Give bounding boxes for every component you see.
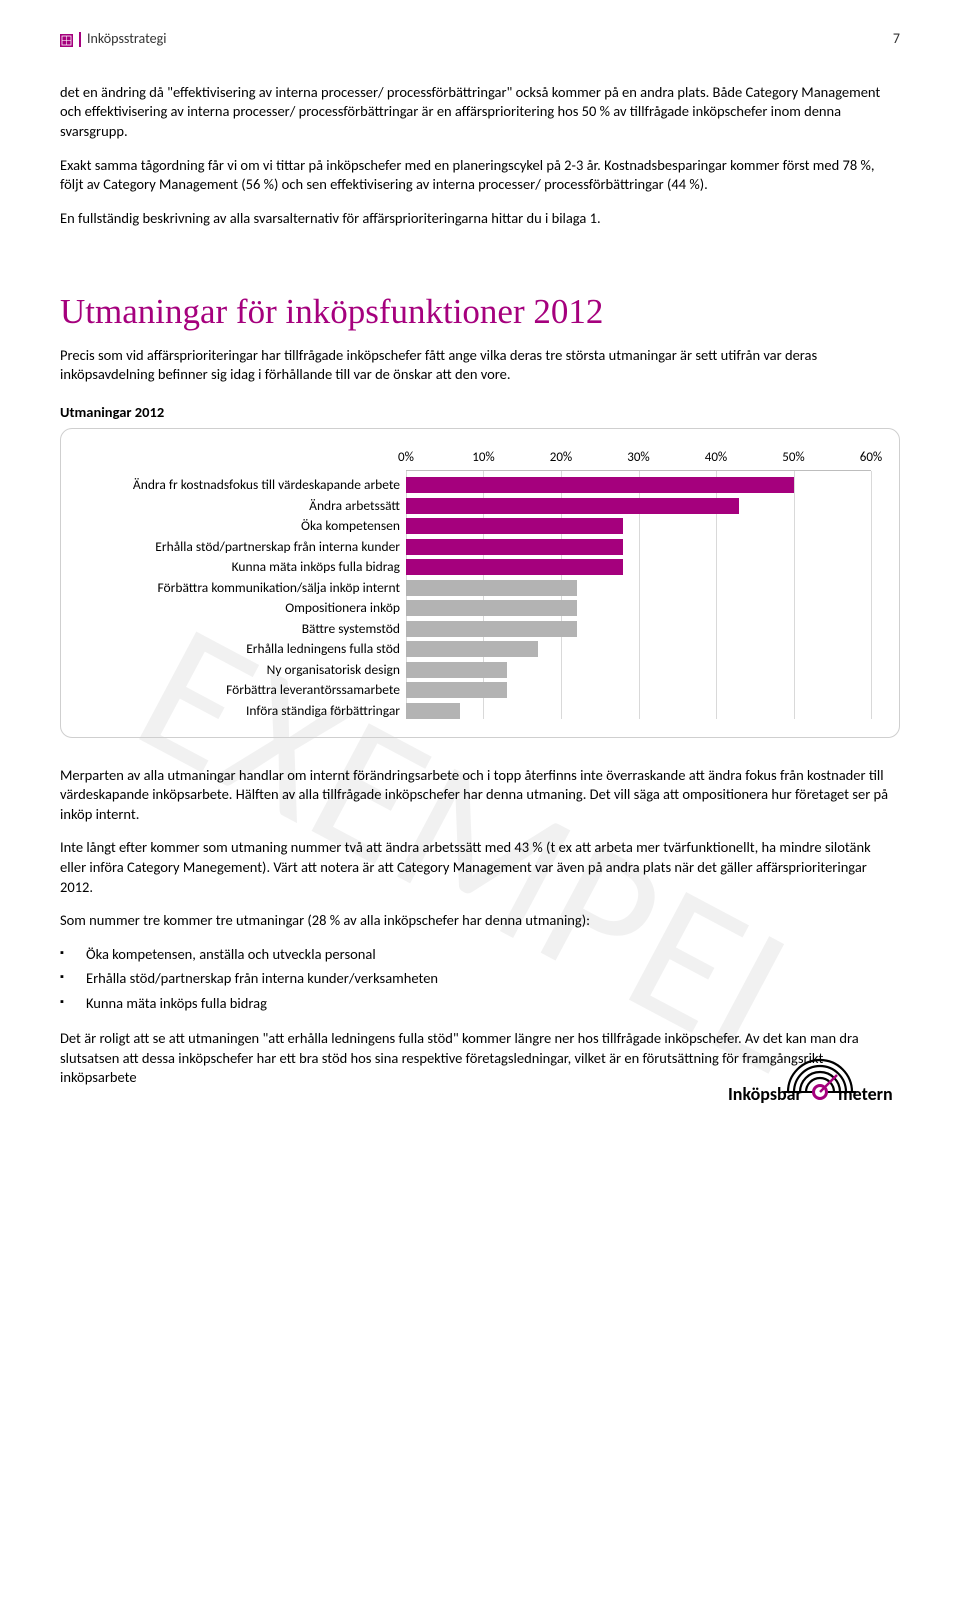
chart-tick: 10% <box>472 449 494 467</box>
chart-category-label: Erhålla stöd/partnerskap från interna ku… <box>155 539 400 555</box>
section-intro: Precis som vid affärsprioriteringar har … <box>60 346 900 385</box>
page-number: 7 <box>893 30 900 49</box>
chart-bar <box>406 559 623 575</box>
chart-tick: 40% <box>705 449 727 467</box>
section-header-title: Inköpsstrategi <box>87 30 887 49</box>
chart-category-label: Ändra fr kostnadsfokus till värdeskapand… <box>133 477 400 493</box>
chart-bar <box>406 682 507 698</box>
chart-x-axis: 0%10%20%30%40%50%60% <box>406 451 871 471</box>
body-paragraph: Exakt samma tågordning får vi om vi titt… <box>60 156 900 195</box>
chart-bar <box>406 477 794 493</box>
challenges-chart: Ändra fr kostnadsfokus till värdeskapand… <box>60 428 900 738</box>
chart-bar <box>406 580 577 596</box>
header-logo-icon <box>60 33 73 46</box>
chart-bars <box>406 477 871 719</box>
chart-category-label: Kunna mäta inköps fulla bidrag <box>232 559 400 575</box>
chart-plot-area: 0%10%20%30%40%50%60% <box>406 451 871 719</box>
chart-category-label: Ändra arbetssätt <box>309 498 400 514</box>
chart-category-label: Ompositionera inköp <box>285 600 400 616</box>
chart-tick: 20% <box>550 449 572 467</box>
body-paragraph: Det är roligt att se att utmaningen "att… <box>60 1029 900 1088</box>
chart-title: Utmaningar 2012 <box>60 403 900 423</box>
chart-category-label: Ny organisatorisk design <box>267 662 400 678</box>
body-paragraph: det en ändring då "effektivisering av in… <box>60 83 900 142</box>
page-header: Inköpsstrategi 7 <box>60 30 900 49</box>
chart-category-label: Införa ständiga förbättringar <box>246 703 400 719</box>
section-title: Utmaningar för inköpsfunktioner 2012 <box>60 288 900 335</box>
chart-tick: 0% <box>398 449 414 467</box>
chart-bar <box>406 662 507 678</box>
bullet-item: Erhålla stöd/partnerskap från interna ku… <box>60 969 900 989</box>
chart-category-label: Öka kompetensen <box>301 518 400 534</box>
bullet-list: Öka kompetensen, anställa och utveckla p… <box>60 945 900 1014</box>
chart-bar <box>406 641 538 657</box>
chart-bar <box>406 703 460 719</box>
chart-tick: 60% <box>860 449 882 467</box>
chart-category-label: Förbättra kommunikation/sälja inköp inte… <box>158 580 400 596</box>
body-paragraph: Som nummer tre kommer tre utmaningar (28… <box>60 911 900 931</box>
chart-bar <box>406 539 623 555</box>
body-paragraph: Inte långt efter kommer som utmaning num… <box>60 838 900 897</box>
chart-tick: 50% <box>782 449 804 467</box>
chart-tick: 30% <box>627 449 649 467</box>
chart-category-label: Erhålla ledningens fulla stöd <box>246 641 400 657</box>
chart-bar <box>406 600 577 616</box>
chart-category-label: Förbättra leverantörssamarbete <box>226 682 400 698</box>
bullet-item: Kunna mäta inköps fulla bidrag <box>60 994 900 1014</box>
chart-bar <box>406 518 623 534</box>
body-paragraph: Merparten av alla utmaningar handlar om … <box>60 766 900 825</box>
chart-bar <box>406 621 577 637</box>
chart-bar <box>406 498 739 514</box>
header-separator <box>79 32 81 47</box>
body-paragraph: En fullständig beskrivning av alla svars… <box>60 209 900 229</box>
chart-category-label: Bättre systemstöd <box>302 621 400 637</box>
bullet-item: Öka kompetensen, anställa och utveckla p… <box>60 945 900 965</box>
chart-category-labels: Ändra fr kostnadsfokus till värdeskapand… <box>71 451 406 719</box>
